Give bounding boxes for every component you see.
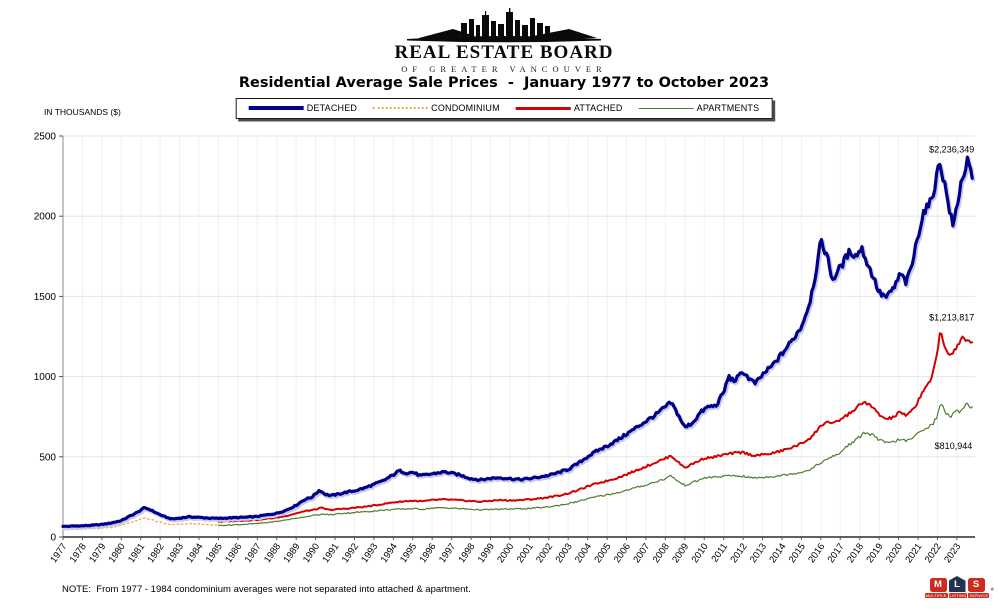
x-tick-label-1991: 1991 [320, 541, 341, 565]
footnote: NOTE: From 1977 - 1984 condominium avera… [62, 584, 471, 595]
x-tick-label-1990: 1990 [301, 541, 322, 565]
legend-item-detached: DETACHED [248, 103, 358, 113]
detached-line [61, 155, 974, 528]
x-tick-label-1981: 1981 [126, 541, 147, 565]
x-tick-label-2001: 2001 [515, 541, 536, 565]
mls-logo: M L S MULTIPLE LISTING SERVICE ® [924, 576, 994, 598]
legend-label-apartments: APARTMENTS [696, 103, 760, 113]
x-tick-label-2005: 2005 [592, 541, 613, 565]
x-tick-label-2020: 2020 [884, 541, 905, 565]
x-tick-label-2006: 2006 [612, 541, 633, 565]
condominium-line-swatch [373, 107, 429, 109]
x-tick-label-1995: 1995 [398, 541, 419, 565]
x-tick-label-2010: 2010 [690, 541, 711, 565]
x-tick-label-2015: 2015 [787, 541, 808, 565]
x-tick-label-2007: 2007 [631, 541, 652, 565]
legend-label-condominium: CONDOMINIUM [431, 103, 500, 113]
x-tick-label-1986: 1986 [223, 541, 244, 565]
apartments-line-swatch [638, 107, 694, 109]
value-annotations: $2,236,349 $1,213,817 $810,944 [929, 144, 974, 451]
x-tick-label-1982: 1982 [145, 541, 166, 565]
mls-house-icon: L [948, 576, 966, 592]
x-tick-label-2019: 2019 [864, 541, 885, 565]
x-tick-label-1996: 1996 [418, 541, 439, 565]
x-tick-label-2013: 2013 [748, 541, 769, 565]
y-tick-label: 500 [39, 452, 56, 463]
x-tick-label-1992: 1992 [340, 541, 361, 565]
x-tick-label-2000: 2000 [495, 541, 516, 565]
attached-line-swatch [515, 106, 571, 110]
x-tick-label-2012: 2012 [728, 541, 749, 565]
annotation-detached: $2,236,349 [929, 144, 974, 154]
x-tick-label-1988: 1988 [262, 541, 283, 565]
logo-subtitle: OF GREATER VANCOUVER [401, 64, 607, 74]
x-tick-label-1978: 1978 [68, 541, 89, 565]
grid-horizontal [63, 135, 975, 458]
city-skyline-icon [407, 8, 601, 43]
grid-vertical [62, 136, 958, 537]
x-tick-label-2022: 2022 [923, 541, 944, 565]
attached-line [217, 332, 974, 523]
legend-item-apartments: APARTMENTS [638, 103, 760, 113]
x-tick-label-2008: 2008 [651, 541, 672, 565]
legend-label-attached: ATTACHED [573, 103, 623, 113]
detached-line-swatch [248, 106, 304, 110]
series-apartments [217, 402, 973, 527]
y-tick-label: 2000 [34, 212, 57, 223]
mls-caption: MULTIPLE LISTING SERVICE [924, 593, 990, 598]
x-tick-label-2023: 2023 [942, 541, 963, 565]
x-tick-label-2017: 2017 [826, 541, 847, 565]
x-tick-label-1989: 1989 [282, 541, 303, 565]
x-tick-label-1993: 1993 [359, 541, 380, 565]
x-tick-label-1983: 1983 [165, 541, 186, 565]
y-tick-label: 1500 [34, 292, 57, 303]
x-tick-label-1979: 1979 [87, 541, 108, 565]
mls-letter-row: M L S [924, 576, 990, 592]
x-tick-label-2004: 2004 [573, 541, 594, 565]
y-tick-label: 0 [50, 533, 56, 544]
axes [62, 136, 975, 538]
mls-letter-m: M [929, 578, 947, 592]
x-tick-label-1999: 1999 [476, 541, 497, 565]
x-tick-label-1984: 1984 [184, 541, 205, 565]
x-tick-label-1980: 1980 [107, 541, 128, 565]
mls-registered-mark: ® [990, 587, 994, 592]
x-tick-label-2002: 2002 [534, 541, 555, 565]
x-tick-label-2009: 2009 [670, 541, 691, 565]
y-axis-labels: 0 500 1000 1500 2000 2500 [34, 132, 63, 544]
x-tick-label-2018: 2018 [845, 541, 866, 565]
x-tick-label-2011: 2011 [709, 541, 730, 564]
series-detached [61, 155, 976, 531]
x-tick-label-1994: 1994 [379, 541, 400, 565]
legend-item-condominium: CONDOMINIUM [373, 103, 500, 113]
annotation-attached: $1,213,817 [929, 312, 974, 322]
x-tick-label-1998: 1998 [456, 541, 477, 565]
x-tick-label-2016: 2016 [806, 541, 827, 565]
legend-label-detached: DETACHED [306, 103, 358, 113]
real-estate-board-logo: REAL ESTATE BOARD OF GREATER VANCOUVER [0, 8, 1008, 74]
apartments-line [217, 402, 973, 527]
annotation-apartments: $810,944 [935, 441, 973, 451]
x-tick-label-2021: 2021 [903, 541, 924, 565]
logo-title: REAL ESTATE BOARD [394, 42, 614, 63]
x-tick-label-1987: 1987 [243, 541, 264, 565]
series-attached [217, 332, 974, 523]
x-tick-label-1997: 1997 [437, 541, 458, 565]
x-tick-label-1985: 1985 [204, 541, 225, 565]
x-tick-label-2003: 2003 [554, 541, 575, 565]
y-tick-label: 2500 [34, 132, 57, 143]
y-tick-label: 1000 [34, 372, 57, 383]
x-tick-label-1977: 1977 [48, 541, 69, 565]
detached-line-halo [62, 156, 976, 531]
x-axis-labels: 1977197819791980198119821983198419851986… [48, 537, 963, 565]
mls-letter-s: S [967, 578, 985, 592]
legend-item-attached: ATTACHED [515, 103, 623, 113]
x-tick-label-2014: 2014 [767, 541, 788, 565]
chart-legend: DETACHED CONDOMINIUM ATTACHED APARTMENTS [235, 98, 773, 119]
y-axis-unit-label: IN THOUSANDS ($) [44, 107, 121, 117]
page-title: Residential Average Sale Prices - Januar… [238, 75, 770, 91]
